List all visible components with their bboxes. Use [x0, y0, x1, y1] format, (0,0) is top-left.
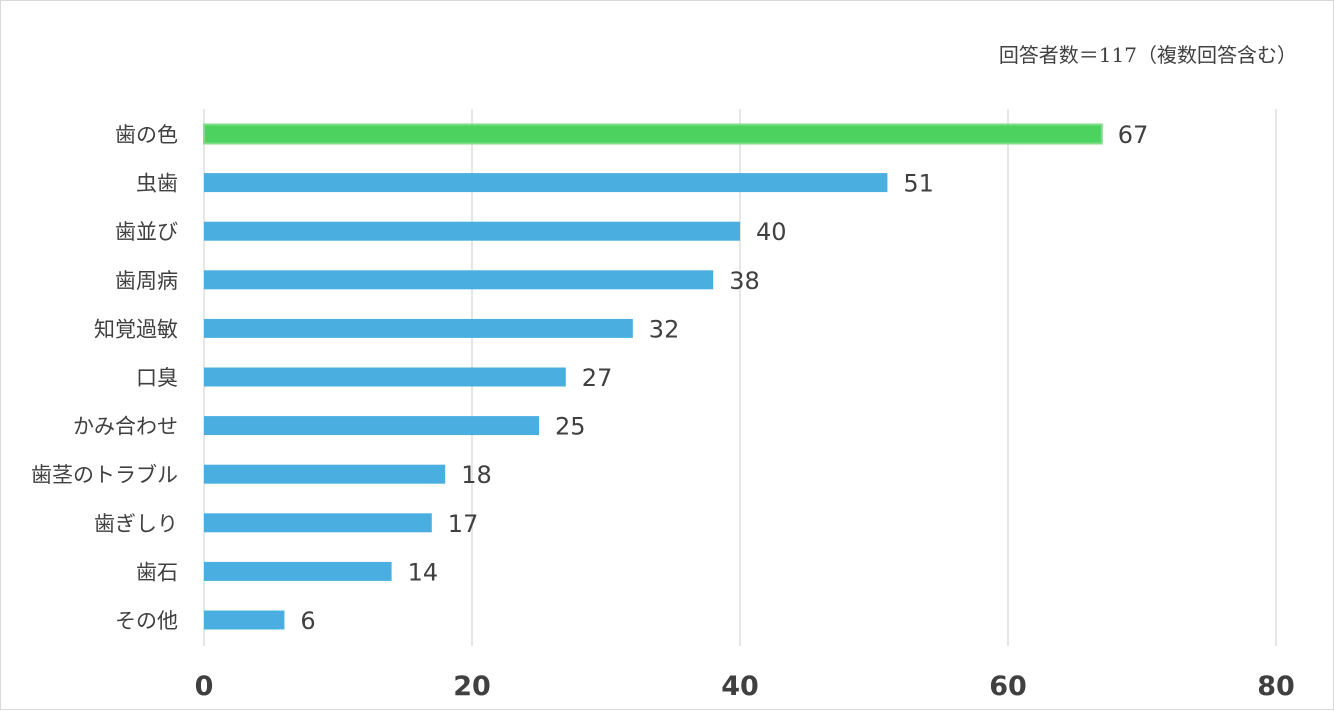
- bar-1: [204, 173, 888, 193]
- category-label-10: その他: [115, 609, 178, 633]
- value-label-1: 51: [903, 170, 934, 198]
- x-tick-label-0: 0: [195, 671, 214, 702]
- bar-5: [204, 367, 566, 387]
- bar-2: [204, 221, 740, 241]
- category-label-9: 歯石: [136, 560, 178, 584]
- bar-3: [204, 270, 714, 290]
- value-label-7: 18: [461, 461, 492, 489]
- bar-7: [204, 464, 446, 484]
- value-label-10: 6: [300, 607, 315, 635]
- value-label-8: 17: [448, 510, 479, 538]
- value-label-5: 27: [582, 364, 613, 392]
- category-label-3: 歯周病: [115, 269, 178, 293]
- category-label-2: 歯並び: [115, 220, 178, 244]
- respondent-note: 回答者数＝117（複数回答含む）: [998, 43, 1297, 67]
- x-tick-label-80: 80: [1257, 671, 1295, 702]
- bar-6: [204, 416, 539, 436]
- value-label-6: 25: [555, 413, 586, 441]
- bar-10: [204, 610, 285, 630]
- bar-4: [204, 318, 633, 338]
- bar-9: [204, 561, 392, 581]
- x-tick-label-40: 40: [721, 671, 759, 702]
- value-label-4: 32: [649, 315, 680, 343]
- bars: [203, 123, 1103, 630]
- labels: 0 20 40 60 80 歯の色 67 虫歯 51 歯並び 40 歯周病 38 知覚過敏 32 口臭 27 かみ…: [31, 121, 1295, 702]
- bar-8: [204, 513, 432, 533]
- category-label-0: 歯の色: [115, 123, 178, 147]
- x-tick-label-20: 20: [453, 671, 491, 702]
- category-label-1: 虫歯: [136, 172, 178, 196]
- value-label-9: 14: [408, 558, 439, 586]
- category-label-7: 歯茎のトラブル: [31, 463, 178, 487]
- value-label-2: 40: [756, 218, 787, 246]
- category-label-8: 歯ぎしり: [94, 512, 178, 536]
- bar-0: [203, 123, 1103, 145]
- category-label-4: 知覚過敏: [94, 317, 178, 341]
- value-label-0: 67: [1118, 121, 1149, 149]
- category-label-6: かみ合わせ: [73, 415, 178, 439]
- value-label-3: 38: [729, 267, 760, 295]
- category-label-5: 口臭: [136, 366, 178, 390]
- x-tick-label-60: 60: [989, 671, 1027, 702]
